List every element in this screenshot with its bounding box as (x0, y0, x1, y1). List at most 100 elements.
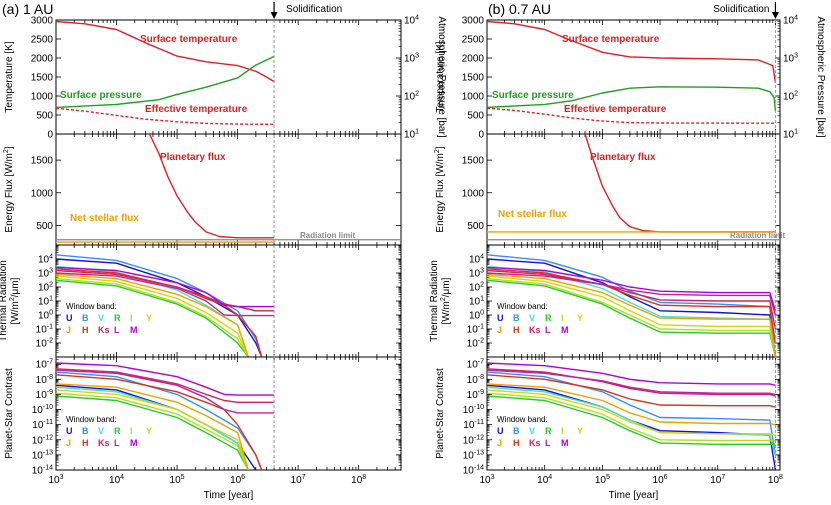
window-band-R: R (114, 313, 121, 323)
series-m (487, 362, 776, 386)
panel-title: (b) 0.7 AU (488, 1, 551, 17)
series-b (487, 371, 777, 456)
series-y (56, 389, 249, 470)
series-m (56, 362, 275, 396)
y-tick-label: 500 (467, 111, 484, 122)
series-label: Effective temperature (564, 104, 667, 115)
y-tick-label: 10-8 (36, 374, 53, 386)
window-band-M: M (561, 438, 569, 448)
y2-tick-label: 101 (404, 129, 419, 141)
subplot-3: 10-14 10-13 10-12 10-11 10-10 10-9 10-8 10-7 Pla… (435, 356, 783, 501)
window-band-V: V (529, 426, 535, 436)
window-band-Y: Y (146, 426, 152, 436)
y2-tick-label: 103 (783, 53, 798, 65)
window-band-Ks: Ks (98, 325, 110, 335)
window-band-R: R (114, 426, 121, 436)
y2-tick-label: 103 (404, 53, 419, 65)
series-label: Surface pressure (60, 90, 142, 101)
y-tick-label: 103 (469, 268, 484, 280)
y-tick-label: 10-10 (463, 404, 484, 416)
x-tick-label: 107 (710, 474, 725, 486)
subplot-1: 500 1000 1500 Energy Flux [W/m2​] Radiation … (434, 133, 785, 246)
series-j (56, 273, 249, 357)
series-i (487, 392, 776, 442)
y-tick-label: 100 (469, 310, 484, 322)
x-tick-label: 103 (479, 474, 494, 486)
y-tick-label: 10-8 (467, 374, 484, 386)
window-band-U: U (497, 426, 504, 436)
window-band-Y: Y (577, 426, 583, 436)
series-l (487, 369, 776, 396)
window-band-Y: Y (146, 313, 152, 323)
y2-tick-label: 102 (783, 91, 798, 103)
subplot-frame (486, 356, 781, 471)
y-tick-label: 10-10 (32, 404, 53, 416)
subplot-2: 10-2 10-1 100 101 102 103 104 Thermal Radiation… (0, 244, 402, 358)
window-band-B: B (82, 313, 89, 323)
series-l (487, 272, 777, 316)
series-y (56, 275, 249, 357)
window-band-J: J (66, 438, 71, 448)
series-y (487, 275, 777, 357)
series-ks (487, 269, 777, 330)
y-tick-label: 10-14 (32, 465, 53, 477)
solidification-arrow-head (771, 12, 779, 19)
series-j (487, 383, 776, 426)
series-r (487, 395, 776, 445)
x-tick-label: 106 (653, 474, 668, 486)
series-surface-temperature (487, 20, 777, 83)
y-tick-label: 1000 (31, 188, 54, 199)
window-band-title: Window band: (497, 415, 548, 424)
y-tick-label: 10-9 (36, 389, 53, 401)
y2-tick-label: 104 (783, 15, 798, 27)
solidification-label: Solidification (713, 4, 769, 15)
series-effective-temperature (487, 107, 776, 124)
series-r (56, 395, 249, 470)
y-tick-label: 3000 (462, 16, 485, 27)
window-band-V: V (98, 426, 104, 436)
window-band-title: Window band: (497, 302, 548, 311)
subplot-0: 0 500 1000 1500 2000 2500 3000 Temperature [K] 1… (435, 15, 826, 141)
y-tick-label: 101 (38, 296, 53, 308)
y-tick-label: 1500 (462, 156, 485, 167)
series-label: Net stellar flux (70, 213, 139, 224)
panel-a: (a) 1 AU Solidification 0 500 1000 1500 2000 25… (0, 1, 447, 501)
series-m (56, 266, 275, 308)
y-tick-label: 10-13 (463, 449, 484, 461)
window-band-L: L (114, 325, 120, 335)
panel-b: (b) 0.7 AU Solidification 0 500 1000 1500 2000… (429, 1, 826, 501)
x-axis-label: Time [year] (204, 490, 254, 501)
y-tick-label: 2500 (462, 35, 485, 46)
window-band-U: U (497, 313, 504, 323)
y-tick-label: 10-7 (467, 359, 484, 371)
window-band-M: M (130, 438, 138, 448)
y-tick-label: 10-9 (467, 389, 484, 401)
series-planetary-flux (584, 134, 776, 233)
y-tick-label: 104 (38, 254, 53, 266)
series-m (487, 266, 777, 312)
window-band-V: V (98, 313, 104, 323)
window-band-Ks: Ks (529, 438, 541, 448)
y-tick-label: 10-1 (36, 324, 53, 336)
x-tick-label: 106 (230, 474, 245, 486)
y-axis-label: Thermal Radiation[W/m2/μm] (429, 260, 452, 342)
window-band-R: R (545, 426, 552, 436)
x-tick-label: 108 (351, 474, 366, 486)
window-band-I: I (130, 426, 133, 436)
window-band-M: M (561, 325, 569, 335)
window-band-J: J (497, 325, 502, 335)
x-tick-label: 105 (170, 474, 185, 486)
subplot-1: 500 1000 1500 Energy Flux [W/m2​] Radiation … (3, 133, 402, 246)
subplot-0: 0 500 1000 1500 2000 2500 3000 Temperature [K] 1… (4, 15, 447, 141)
x-tick-label: 105 (595, 474, 610, 486)
y-axis-label: Planet-Star Contrast (4, 368, 15, 459)
series-label: Surface temperature (140, 34, 238, 45)
subplot-3: 10-14 10-13 10-12 10-11 10-10 10-9 10-8 10-7 Pla… (4, 356, 402, 501)
series-label: Surface temperature (562, 34, 660, 45)
y-tick-label: 10-12 (463, 434, 484, 446)
y-tick-label: 10-11 (32, 419, 53, 431)
window-band-B: B (513, 313, 520, 323)
y-tick-label: 0 (47, 130, 53, 141)
radiation-limit-label: Radiation limit (730, 231, 785, 240)
y-axis-label: Energy Flux [W/m2​] (434, 146, 446, 232)
